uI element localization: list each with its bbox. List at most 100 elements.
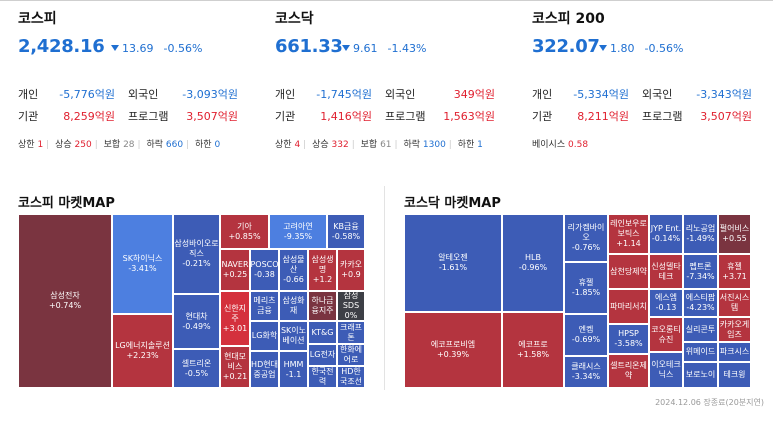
kospi-map-cell[interactable]: LG에너지솔루션 +2.23%	[112, 314, 173, 388]
kosdaq-map-cell[interactable]: 에스엠 -0.13	[649, 289, 683, 317]
individual-label: 개인	[275, 88, 296, 101]
kospi-map-cell[interactable]: 기아 +0.85%	[220, 214, 269, 249]
kosdaq-map-cell[interactable]: 엔켐 -0.69%	[564, 314, 608, 356]
cell-stock-name: LG에너지솔루션	[115, 341, 170, 350]
kospi-map-cell[interactable]: 현대모비스 +0.21	[220, 346, 250, 388]
kospi-map-cell[interactable]: KB금융 -0.58%	[327, 214, 365, 249]
kospi-map-cell[interactable]: 삼성물산 -0.66	[279, 249, 308, 291]
kosdaq-map-cell[interactable]: 에코프로비엠 +0.39%	[404, 312, 502, 388]
kospi-map-cell[interactable]: 메리츠금융	[250, 291, 279, 321]
kosdaq-map-cell[interactable]: 실리콘투	[683, 317, 718, 342]
cell-stock-name: 서진시스템	[719, 293, 750, 312]
kosdaq-map-cell[interactable]: 에코프로 +1.58%	[502, 312, 564, 388]
index-name[interactable]: 코스피	[18, 11, 57, 27]
kospi-map-cell[interactable]: LG전자	[308, 344, 337, 366]
kospi200-panel[interactable]: 코스피 200 322.07 1.80 -0.56% 개인 -5,334억원 외국…	[532, 0, 757, 160]
down-arrow-icon	[342, 45, 350, 51]
kospi-map-cell[interactable]: 크래프톤	[337, 321, 365, 344]
kosdaq-map-cell[interactable]: 테크윙	[718, 362, 751, 388]
kosdaq-map-cell[interactable]: 펩트론 -7.34%	[683, 254, 718, 289]
cell-stock-name: JYP Ent.	[650, 224, 682, 233]
cell-stock-name: HD한국조선	[339, 367, 363, 386]
kospi-map-cell[interactable]: NAVER +0.25	[220, 249, 250, 291]
kospi-map-cell[interactable]: 현대차 -0.49%	[173, 294, 220, 349]
cell-stock-name: 현대차	[185, 311, 208, 321]
kospi-map-cell[interactable]: SK하이닉스 -3.41%	[112, 214, 173, 314]
kospi-map-cell[interactable]: 삼성화재	[279, 291, 308, 321]
index-value: 2,428.16	[18, 36, 105, 57]
down-arrow-icon	[599, 45, 607, 51]
kosdaq-map-cell[interactable]: 위메이드	[683, 342, 718, 362]
kospi-map-cell[interactable]: 카카오 +0.9	[337, 249, 365, 291]
kospi-map-cell[interactable]: 한국전력	[308, 366, 337, 388]
program-value: 3,507억원	[700, 110, 752, 123]
cell-stock-name: 셀트리온	[181, 358, 212, 368]
kospi-map-title[interactable]: 코스피 마켓MAP	[18, 196, 115, 211]
cell-stock-name: 삼천당제약	[610, 266, 647, 276]
kospi-map-cell[interactable]: POSCO -0.38	[250, 249, 279, 291]
cell-change: -1.49%	[686, 234, 715, 243]
kosdaq-map-cell[interactable]: 신성델타테크	[649, 254, 683, 289]
kospi-map-cell[interactable]: 고려아연 -9.35%	[269, 214, 327, 249]
cell-stock-name: HMM	[283, 359, 304, 369]
top-divider	[0, 0, 773, 1]
kosdaq-map-cell[interactable]: 카카오게임즈	[718, 317, 751, 342]
kospi-map-cell[interactable]: 삼성생명 +1.2	[308, 249, 337, 291]
kosdaq-map-cell[interactable]: 파크시스	[718, 342, 751, 362]
cell-stock-name: LG전자	[309, 350, 336, 359]
kosdaq-map-cell[interactable]: 휴젤 -1.85%	[564, 262, 608, 314]
kosdaq-map-cell[interactable]: 서진시스템	[718, 289, 751, 317]
index-name[interactable]: 코스닥	[275, 11, 314, 27]
kosdaq-map-cell[interactable]: 펄어비스 +0.55	[718, 214, 751, 254]
kosdaq-map-cell[interactable]: 에스티팜 -4.23%	[683, 289, 718, 317]
cell-stock-name: HD현대중공업	[251, 359, 278, 379]
kosdaq-map-cell[interactable]: 파마리서치	[608, 289, 649, 324]
kospi-map-cell[interactable]: KT&G	[308, 321, 337, 344]
kosdaq-map-cell[interactable]: HLB -0.96%	[502, 214, 564, 312]
cell-change: -0.5%	[184, 368, 209, 378]
kospi-map-cell[interactable]: LG화학	[250, 321, 279, 351]
foreign-value: -3,343억원	[696, 88, 752, 101]
cell-stock-name: SK이노베이션	[280, 326, 307, 345]
kosdaq-map-cell[interactable]: 리노공업 -1.49%	[683, 214, 718, 254]
kospi-map-cell[interactable]: SK이노베이션	[279, 321, 308, 351]
kosdaq-map-cell[interactable]: 이오테크닉스	[649, 352, 683, 388]
kosdaq-map-cell[interactable]: 휴젤 +3.71	[718, 254, 751, 289]
cell-stock-name: 파마리서치	[610, 301, 647, 311]
cell-stock-name: 테크윙	[723, 370, 746, 379]
foreign-value: 349억원	[453, 88, 495, 101]
kospi-map-cell[interactable]: HMM -1.1	[279, 351, 308, 388]
kosdaq-map-cell[interactable]: 코오롱티슈진	[649, 317, 683, 352]
kosdaq-map-cell[interactable]: 셀트리온제약	[608, 354, 649, 388]
kosdaq-panel[interactable]: 코스닥 661.33 9.61 -1.43% 개인 -1,745억원 외국인 34…	[275, 0, 500, 160]
cell-stock-name: 리가켐바이오	[567, 223, 605, 242]
kosdaq-map-cell[interactable]: 보로노이	[683, 362, 718, 388]
basis-value: 0.58	[568, 140, 589, 150]
kosdaq-map-cell[interactable]: HPSP -3.58%	[608, 324, 649, 354]
cell-stock-name: 엔켐	[578, 325, 594, 334]
index-change: 1.80 -0.56%	[599, 42, 683, 55]
kospi-map-cell[interactable]: 삼성바이오로직스 -0.21%	[173, 214, 220, 294]
kosdaq-map-cell[interactable]: JYP Ent. -0.14%	[649, 214, 683, 254]
kosdaq-map-cell[interactable]: 리가켐바이오 -0.76%	[564, 214, 608, 262]
cell-stock-name: 하나금융지주	[311, 296, 334, 315]
index-name[interactable]: 코스피 200	[532, 11, 605, 27]
cell-change: +2.23%	[126, 351, 159, 360]
kospi-map-cell[interactable]: HD현대중공업	[250, 351, 279, 388]
kosdaq-map-cell[interactable]: 알테오젠 -1.61%	[404, 214, 502, 312]
institution-value: 8,211억원	[577, 110, 629, 123]
kospi-panel[interactable]: 코스피 2,428.16 13.69 -0.56% 개인 -5,776억원 외국인…	[18, 0, 243, 160]
kospi-map-cell[interactable]: 셀트리온 -0.5%	[173, 349, 220, 388]
kospi-map-cell[interactable]: 하나금융지주	[308, 291, 337, 321]
program-label: 프로그램	[642, 110, 683, 123]
kospi-map-cell[interactable]: 삼성SDS 0%	[337, 291, 365, 321]
kospi-map-cell[interactable]: HD한국조선	[337, 366, 365, 388]
kosdaq-map-cell[interactable]: 삼천당제약	[608, 254, 649, 289]
kosdaq-map-title[interactable]: 코스닥 마켓MAP	[404, 196, 501, 211]
individual-value: -1,745억원	[316, 88, 372, 101]
kospi-map-cell[interactable]: 삼성전자 +0.74%	[18, 214, 112, 388]
kosdaq-map-cell[interactable]: 레인보우로보틱스 +1.14	[608, 214, 649, 254]
kospi-map-cell[interactable]: 신한지주 +3.01	[220, 291, 250, 346]
kospi-map-cell[interactable]: 한화에어로	[337, 344, 365, 366]
kosdaq-map-cell[interactable]: 클래시스 -3.34%	[564, 356, 608, 388]
